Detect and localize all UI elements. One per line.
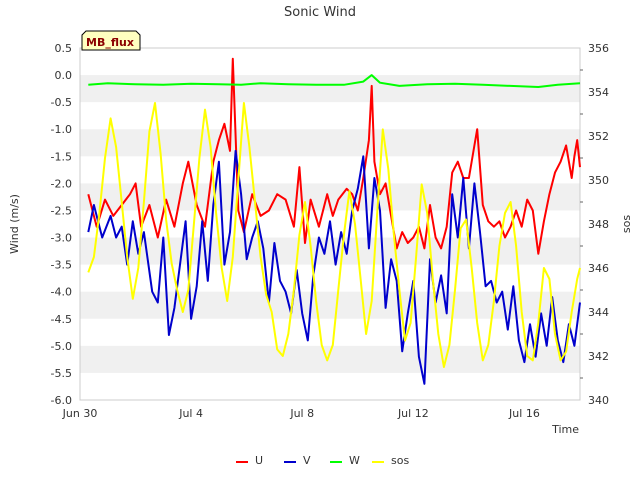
- y-tick-label: -3.5: [51, 259, 72, 272]
- y2-tick-label: 352: [588, 130, 609, 143]
- x-axis-label: Time: [551, 423, 579, 436]
- y2-tick-label: 346: [588, 262, 609, 275]
- plot-area-frame: [79, 47, 581, 401]
- x-tick-label: Jul 4: [178, 407, 203, 420]
- y-tick-label: -5.5: [51, 367, 72, 380]
- mb-flux-badge: MB_flux: [81, 30, 141, 51]
- grid-band: [80, 291, 580, 319]
- chart-title: Sonic Wind: [284, 5, 356, 20]
- y-axis-left-ticks: 0.5 0.0 -0.5 -1.0 -1.5 -2.0 -2.5 -3.0 -3.5 -4.0 -4…: [51, 42, 72, 407]
- y-tick-label: -3.0: [51, 232, 72, 245]
- series-line-sos: [87, 102, 581, 368]
- y2-tick-label: 348: [588, 218, 609, 231]
- y2-tick-label: 340: [588, 394, 609, 407]
- y-tick-label: -2.0: [51, 177, 72, 190]
- y2-tick-label: 344: [588, 306, 609, 319]
- x-tick-label: Jul 8: [289, 407, 314, 420]
- y-tick-label: 0.5: [55, 42, 73, 55]
- y-axis-right-ticks: 356 354 352 350 348 346 344 342 340: [580, 42, 609, 407]
- grid-band: [80, 129, 580, 157]
- y2-tick-label: 350: [588, 174, 609, 187]
- legend-label-v: V: [303, 454, 311, 467]
- y-tick-label: -6.0: [51, 394, 72, 407]
- series-line-w: [88, 74, 581, 88]
- series-lines: [87, 57, 581, 385]
- y2-tick-label: 356: [588, 42, 609, 55]
- y-tick-label: -1.0: [51, 123, 72, 136]
- y-tick-label: -1.5: [51, 150, 72, 163]
- x-tick-label: Jul 16: [508, 407, 540, 420]
- y2-tick-label: 342: [588, 350, 609, 363]
- y-tick-label: 0.0: [55, 69, 73, 82]
- x-axis-ticks: Jun 30 Jul 4 Jul 8 Jul 12 Jul 16: [62, 407, 540, 420]
- x-tick-label: Jun 30: [62, 407, 98, 420]
- y-tick-label: -2.5: [51, 204, 72, 217]
- y2-tick-label: 354: [588, 86, 609, 99]
- y-axis-label: Wind (m/s): [8, 194, 21, 254]
- y-tick-label: -4.0: [51, 286, 72, 299]
- y-tick-label: -0.5: [51, 96, 72, 109]
- y-tick-label: -4.5: [51, 313, 72, 326]
- grid-band: [80, 237, 580, 265]
- legend-label-w: W: [349, 454, 360, 467]
- grid-bands: [80, 75, 580, 373]
- y-tick-label: -5.0: [51, 340, 72, 353]
- mb-flux-badge-label: MB_flux: [86, 36, 134, 49]
- x-tick-label: Jul 12: [397, 407, 429, 420]
- legend-label-u: U: [255, 454, 263, 467]
- grid-band: [80, 75, 580, 103]
- legend-label-sos: sos: [391, 454, 409, 467]
- y2-axis-label: sos: [620, 215, 633, 233]
